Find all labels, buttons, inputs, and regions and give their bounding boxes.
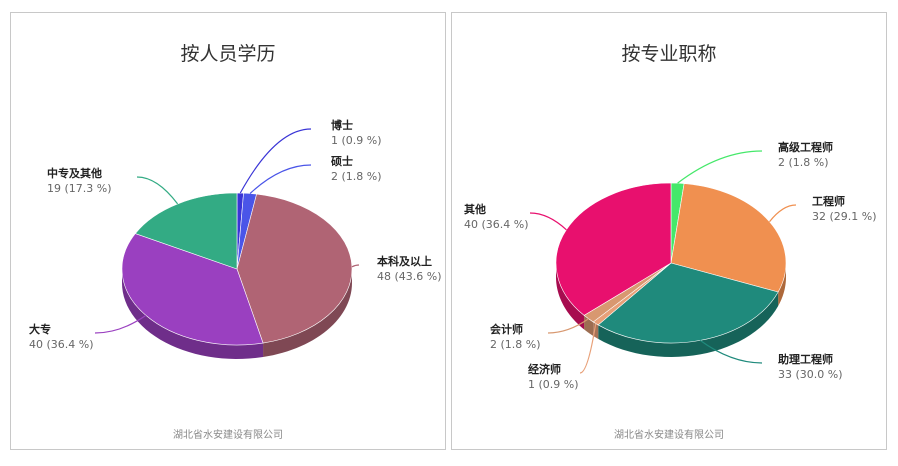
leader-line — [351, 264, 360, 268]
pie-slices — [121, 192, 353, 346]
slice-label-value: 33 (30.0 %) — [778, 368, 843, 381]
leader-line — [136, 176, 179, 205]
slice-label-name: 大专 — [29, 322, 51, 336]
leader-line — [699, 339, 763, 364]
professional-title-pie-chart: 高级工程师 2 (1.8 %) 工程师 32 (29.1 %) 助理工程师 33 (30.… — [464, 140, 877, 391]
leader-line — [769, 204, 797, 223]
pie-side-1 — [556, 263, 585, 330]
pie-slice[interactable] — [597, 262, 779, 344]
slice-label-name: 中专及其他 — [47, 166, 102, 180]
chart-footer: 湖北省水安建设有限公司 — [173, 430, 283, 441]
leader-line — [547, 318, 589, 334]
pie-labels: 博士 1 (0.9 %) 硕士 2 (1.8 %) 本科及以上 48 (43.6 %) 大专… — [29, 118, 442, 351]
slice-label-value: 40 (36.4 %) — [464, 218, 529, 231]
slice-label-value: 19 (17.3 %) — [47, 182, 112, 195]
slice-label-value: 1 (0.9 %) — [528, 378, 579, 391]
title-chart-panel: 按专业职称 高级工程师 2 (1.8 %) 工程师 32 (29.1 %) 助理工程师 3… — [451, 12, 887, 450]
pie-slice[interactable] — [670, 183, 787, 293]
slice-label-value: 40 (36.4 %) — [29, 338, 94, 351]
chart-title: 按专业职称 — [621, 43, 717, 65]
slice-label-name: 本科及以上 — [377, 254, 432, 268]
slice-label-name: 工程师 — [812, 194, 845, 208]
slice-label-name: 硕士 — [331, 154, 353, 168]
pie-side-0 — [263, 269, 352, 358]
leader-line — [94, 314, 147, 334]
slice-label-value: 1 (0.9 %) — [331, 134, 382, 147]
pie-side-1 — [593, 321, 599, 339]
pie-slice[interactable] — [134, 192, 238, 270]
slice-label-name: 其他 — [464, 202, 486, 216]
pie-slice[interactable] — [236, 193, 353, 344]
slice-label-value: 48 (43.6 %) — [377, 270, 442, 283]
leader-line — [249, 164, 312, 194]
chart-title: 按人员学历 — [180, 43, 276, 65]
slice-label-name: 博士 — [331, 118, 353, 132]
education-pie-chart: 博士 1 (0.9 %) 硕士 2 (1.8 %) 本科及以上 48 (43.6 %) 大专… — [29, 118, 442, 359]
slice-label-name: 高级工程师 — [778, 140, 833, 154]
pie-side-walls — [122, 269, 352, 359]
slice-label-name: 助理工程师 — [778, 352, 833, 366]
slice-label-value: 32 (29.1 %) — [812, 210, 877, 223]
leader-line — [579, 323, 597, 374]
slice-label-name: 会计师 — [490, 322, 523, 336]
slice-label-value: 2 (1.8 %) — [490, 338, 541, 351]
leader-line — [529, 212, 567, 231]
pie-slice[interactable] — [121, 233, 264, 346]
education-chart-panel: 按人员学历 博士 1 (0.9 %) 硕士 2 (1.8 %) 本科及以上 48 (43.… — [10, 12, 446, 450]
leader-line — [677, 150, 763, 184]
slice-label-value: 2 (1.8 %) — [331, 170, 382, 183]
slice-label-name: 经济师 — [528, 362, 561, 376]
pie-slices — [555, 182, 787, 344]
pie-side-0 — [122, 269, 264, 359]
chart-footer: 湖北省水安建设有限公司 — [614, 430, 724, 441]
slice-label-value: 2 (1.8 %) — [778, 156, 829, 169]
leader-line — [239, 128, 312, 194]
pie-labels: 高级工程师 2 (1.8 %) 工程师 32 (29.1 %) 助理工程师 33 (30.… — [464, 140, 877, 391]
